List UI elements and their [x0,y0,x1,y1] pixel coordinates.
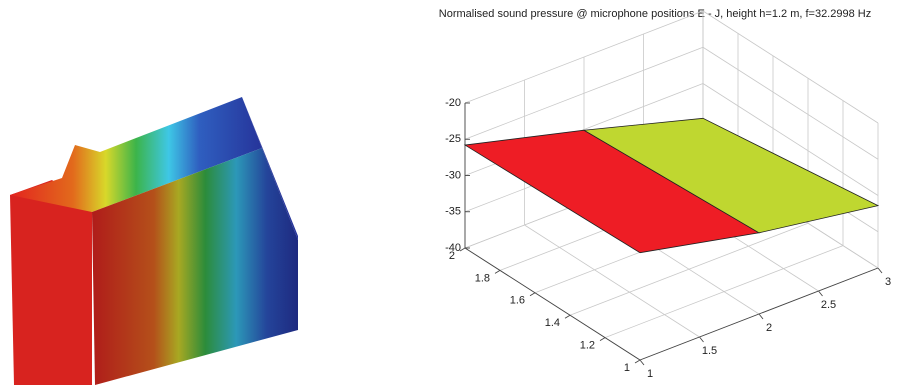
y-tick-label: 1.8 [475,272,490,284]
x-tick [640,360,644,365]
x-axis [640,268,878,360]
y-tick [635,360,640,363]
page: Normalised sound pressure @ microphone p… [0,0,917,387]
x-tick [759,314,763,319]
y-tick [565,315,570,318]
y-tick-label: 1 [624,362,630,374]
x-tick-label: 3 [885,276,891,288]
y-axis [465,248,640,360]
x-tick-label: 2 [766,322,772,334]
grid-line [703,11,878,123]
x-tick [878,268,882,273]
chart-title: Normalised sound pressure @ microphone p… [439,8,871,20]
y-tick-label: 1.6 [510,295,525,307]
x-tick-label: 1.5 [702,345,717,357]
y-tick [495,270,500,273]
y-tick-label: 1.2 [580,340,595,352]
x-tick-label: 2.5 [821,299,836,311]
z-tick-label: -20 [445,97,461,109]
x-tick [700,337,704,342]
room-left-face [10,180,92,385]
y-tick [530,293,535,296]
z-tick-label: -25 [445,133,461,145]
z-tick-label: -30 [445,169,461,181]
x-tick [819,291,823,296]
y-tick [600,338,605,341]
z-tick-label: -40 [445,242,461,254]
z-tick-label: -35 [445,206,461,218]
grid-line [605,246,843,338]
y-tick-label: 1.4 [545,317,560,329]
room-render [10,97,298,385]
x-tick-label: 1 [647,368,653,380]
